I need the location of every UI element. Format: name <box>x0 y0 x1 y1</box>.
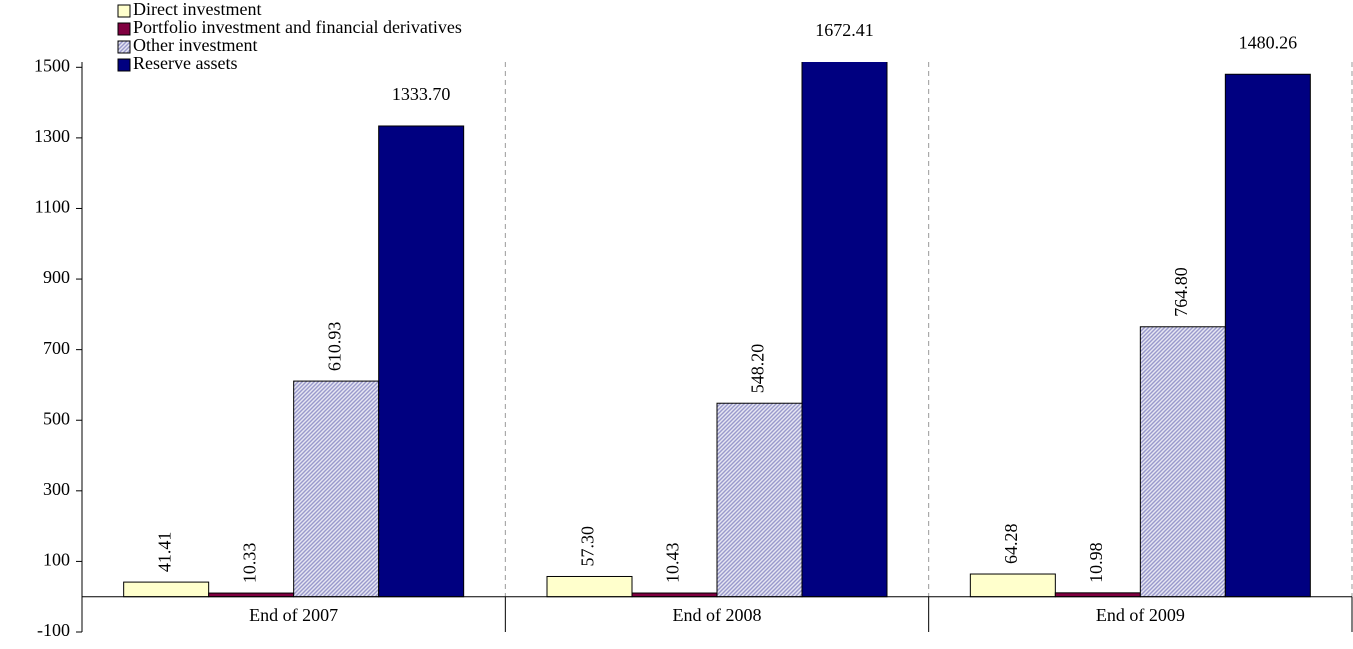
value-label: 1672.41 <box>815 20 874 40</box>
y-tick-label: 500 <box>43 408 70 428</box>
value-label: 57.30 <box>578 526 598 567</box>
y-tick-label: -100 <box>37 620 70 640</box>
x-tick-label: End of 2009 <box>1096 605 1185 625</box>
legend-swatch <box>117 40 131 54</box>
y-tick-label: 1300 <box>34 126 70 146</box>
value-label: 10.43 <box>663 543 683 584</box>
value-label: 764.80 <box>1171 267 1191 317</box>
legend-label: Portfolio investment and financial deriv… <box>133 17 462 37</box>
bar <box>1139 326 1226 598</box>
legend-swatch <box>117 22 131 36</box>
bar <box>546 575 633 598</box>
value-label: 10.33 <box>239 543 259 584</box>
legend-swatch <box>117 4 131 18</box>
bar <box>969 573 1056 598</box>
value-label: 548.20 <box>748 344 768 394</box>
value-label: 610.93 <box>324 322 344 372</box>
value-label: 1333.70 <box>392 84 451 104</box>
y-tick-label: 700 <box>43 338 70 358</box>
legend-label: Direct investment <box>133 0 261 19</box>
bar <box>1054 592 1141 598</box>
y-tick-label: 1100 <box>35 197 70 217</box>
bar <box>716 402 803 598</box>
legend-swatch <box>117 58 131 72</box>
bar <box>1224 73 1311 598</box>
bar <box>801 62 888 598</box>
y-tick-label: 300 <box>43 479 70 499</box>
value-label: 1480.26 <box>1239 32 1298 52</box>
legend-label: Other investment <box>133 35 257 55</box>
y-tick-label: 1500 <box>34 55 70 75</box>
bar <box>208 592 295 598</box>
bar <box>378 125 465 598</box>
y-tick-label: 100 <box>43 550 70 570</box>
value-label: 64.28 <box>1001 524 1021 564</box>
x-tick-label: End of 2008 <box>673 605 762 625</box>
value-label: 41.41 <box>154 532 174 573</box>
y-tick-label: 900 <box>43 267 70 287</box>
bar <box>631 592 718 598</box>
bar <box>293 380 380 598</box>
x-tick-label: End of 2007 <box>249 605 338 625</box>
bar <box>123 581 210 598</box>
value-label: 10.98 <box>1086 542 1106 583</box>
legend-label: Reserve assets <box>133 53 237 73</box>
